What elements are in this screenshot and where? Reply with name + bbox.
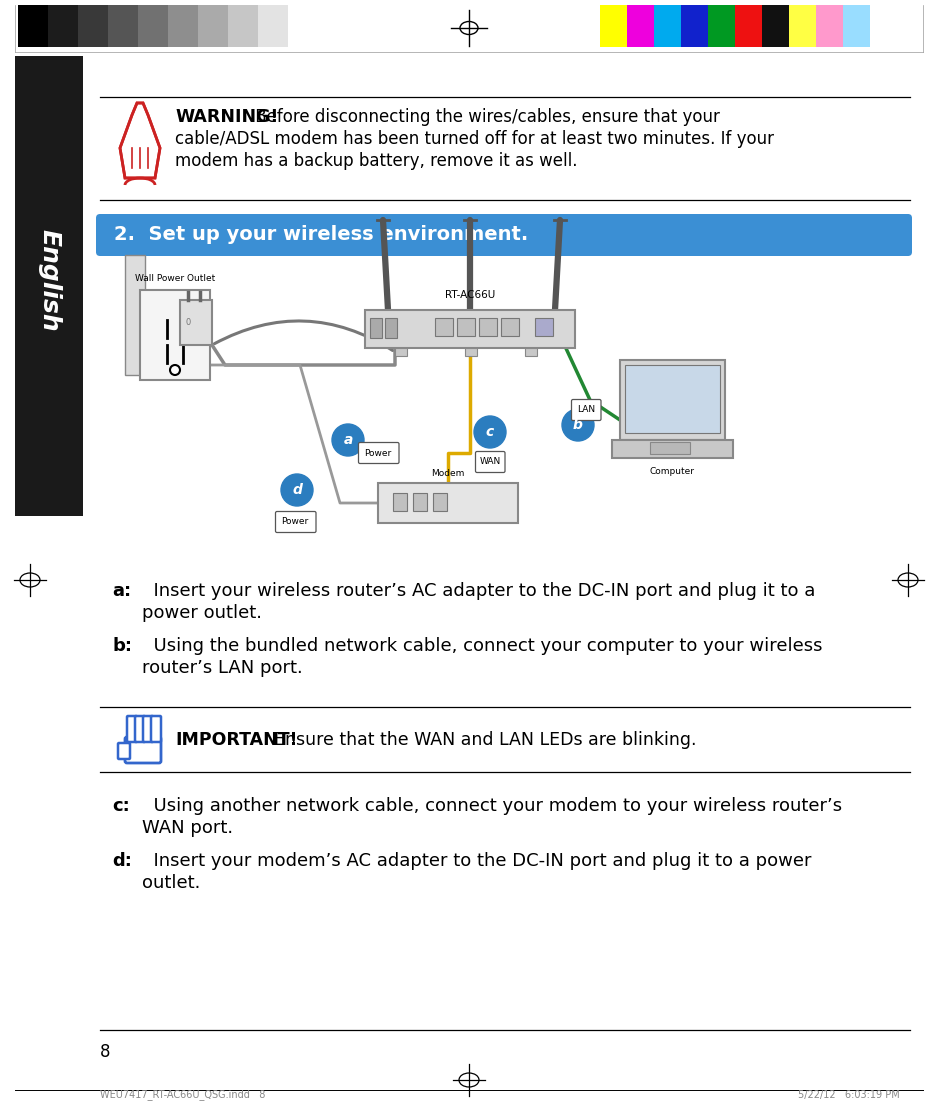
Bar [288, 6, 318, 47]
Circle shape [170, 365, 180, 375]
Bar [843, 6, 870, 47]
Bar [620, 360, 725, 440]
Text: b:: b: [112, 638, 132, 655]
FancyBboxPatch shape [151, 716, 161, 742]
Text: Before disconnecting the wires/cables, ensure that your: Before disconnecting the wires/cables, e… [250, 108, 719, 126]
Bar [78, 6, 108, 47]
Bar [413, 493, 427, 511]
Text: Computer: Computer [649, 467, 694, 476]
Bar [180, 300, 212, 345]
Bar [48, 6, 78, 47]
Bar [625, 365, 720, 433]
Text: Wall Power Outlet: Wall Power Outlet [135, 274, 215, 283]
Polygon shape [120, 103, 160, 178]
Bar [479, 318, 497, 336]
FancyBboxPatch shape [118, 743, 130, 759]
FancyBboxPatch shape [571, 399, 601, 420]
Bar [365, 310, 575, 349]
Bar [18, 6, 48, 47]
FancyBboxPatch shape [125, 737, 161, 763]
Text: c:: c: [112, 797, 129, 815]
Text: RT-AC66U: RT-AC66U [445, 290, 495, 300]
Circle shape [474, 416, 506, 448]
Bar [168, 6, 198, 47]
Text: 8: 8 [100, 1043, 111, 1061]
Text: Using another network cable, connect your modem to your wireless router’s: Using another network cable, connect you… [142, 797, 842, 815]
FancyBboxPatch shape [96, 214, 912, 256]
Bar [465, 349, 477, 356]
Bar [385, 318, 397, 338]
Text: Power: Power [364, 449, 392, 458]
Text: English: English [37, 228, 61, 331]
Bar [501, 318, 519, 336]
Bar [370, 318, 382, 338]
Text: router’s LAN port.: router’s LAN port. [142, 658, 303, 677]
Bar [708, 6, 735, 47]
Bar [378, 483, 518, 523]
Bar [393, 493, 407, 511]
Bar [140, 290, 210, 381]
FancyBboxPatch shape [127, 716, 137, 742]
Text: c: c [486, 425, 494, 439]
Text: WEU7417_RT-AC66U_QSG.indd   8: WEU7417_RT-AC66U_QSG.indd 8 [100, 1090, 265, 1101]
Bar [258, 6, 288, 47]
Text: WARNING!: WARNING! [175, 108, 279, 126]
Text: Using the bundled network cable, connect your computer to your wireless: Using the bundled network cable, connect… [142, 638, 823, 655]
Text: power outlet.: power outlet. [142, 604, 262, 622]
Bar [654, 6, 681, 47]
Text: a: a [343, 433, 353, 447]
Bar [535, 318, 553, 336]
FancyBboxPatch shape [476, 451, 505, 472]
Bar [627, 6, 654, 47]
Bar [762, 6, 789, 47]
Text: IMPORTANT!: IMPORTANT! [175, 731, 297, 749]
Bar [457, 318, 475, 336]
Text: Modem: Modem [431, 469, 464, 478]
Bar [525, 349, 537, 356]
Text: d:: d: [112, 852, 132, 870]
Text: modem has a backup battery, remove it as well.: modem has a backup battery, remove it as… [175, 152, 578, 170]
Circle shape [281, 474, 313, 506]
Text: WAN: WAN [479, 458, 501, 467]
FancyBboxPatch shape [358, 442, 399, 463]
Polygon shape [120, 103, 160, 178]
Bar [816, 6, 843, 47]
Bar [125, 255, 145, 375]
FancyBboxPatch shape [143, 716, 153, 742]
Bar [198, 6, 228, 47]
Bar [138, 6, 168, 47]
Text: 0: 0 [185, 318, 190, 326]
Text: Insert your modem’s AC adapter to the DC-IN port and plug it to a power: Insert your modem’s AC adapter to the DC… [142, 852, 811, 870]
Bar [433, 493, 447, 511]
Circle shape [332, 424, 364, 456]
Bar [15, 56, 83, 516]
Text: 2.  Set up your wireless environment.: 2. Set up your wireless environment. [114, 225, 528, 245]
Bar [108, 6, 138, 47]
Text: Ensure that the WAN and LAN LEDs are blinking.: Ensure that the WAN and LAN LEDs are bli… [263, 731, 697, 749]
Text: d: d [292, 483, 302, 497]
Text: cable/ADSL modem has been turned off for at least two minutes. If your: cable/ADSL modem has been turned off for… [175, 130, 774, 148]
Bar [600, 6, 627, 47]
Text: Power: Power [281, 517, 309, 526]
Text: LAN: LAN [577, 406, 595, 415]
Circle shape [562, 409, 594, 441]
FancyBboxPatch shape [135, 716, 145, 742]
Text: b: b [573, 418, 582, 432]
Text: 5/22/12   6:03:19 PM: 5/22/12 6:03:19 PM [798, 1090, 900, 1100]
Text: Insert your wireless router’s AC adapter to the DC-IN port and plug it to a: Insert your wireless router’s AC adapter… [142, 582, 815, 600]
Bar [650, 442, 690, 454]
Bar [435, 318, 453, 336]
FancyBboxPatch shape [276, 512, 316, 533]
Text: a:: a: [112, 582, 131, 600]
Text: WAN port.: WAN port. [142, 820, 234, 837]
Bar [681, 6, 708, 47]
Bar [395, 349, 407, 356]
Text: outlet.: outlet. [142, 874, 201, 892]
Bar [612, 440, 733, 458]
Bar [789, 6, 816, 47]
Bar [735, 6, 762, 47]
Bar [228, 6, 258, 47]
